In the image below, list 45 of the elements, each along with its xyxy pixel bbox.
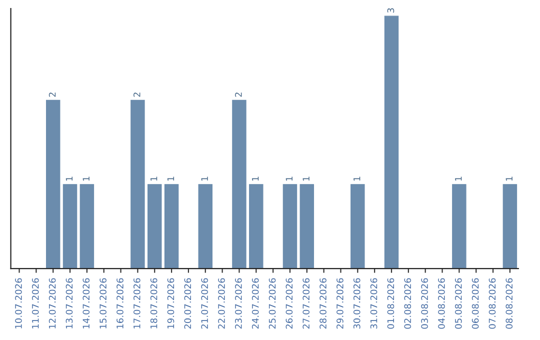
data-label: 1 <box>150 176 158 181</box>
data-label: 1 <box>354 176 360 181</box>
x-tick-label: 07.08.2026 <box>488 278 496 329</box>
x-tick-label: 05.08.2026 <box>454 278 462 329</box>
x-tick-label: 20.07.2026 <box>184 278 192 329</box>
x-tick-label: 02.08.2026 <box>404 278 412 329</box>
x-tick-label: 04.08.2026 <box>438 278 445 329</box>
data-label: 1 <box>167 176 174 181</box>
x-tick-label: 12.07.2026 <box>48 278 56 328</box>
x-tick-label: 23.07.2026 <box>235 278 242 329</box>
x-tick-label: 29.07.2026 <box>336 278 344 329</box>
data-label: 2 <box>48 92 56 97</box>
x-tick-label: 06.08.2026 <box>472 278 479 329</box>
data-label: 2 <box>235 92 242 97</box>
x-tick-label: 22.07.2026 <box>218 278 225 329</box>
x-tick-label: 03.08.2026 <box>421 278 428 329</box>
x-tick-label: 28.07.2026 <box>320 278 326 329</box>
x-tick-label: 14.07.2026 <box>82 278 90 328</box>
x-tick-label: 30.07.2026 <box>353 278 360 329</box>
data-label: 1 <box>82 176 90 181</box>
x-tick-label: 24.07.2026 <box>252 278 259 329</box>
data-label: 2 <box>133 92 140 97</box>
x-tick-label: 01.08.2026 <box>387 278 394 329</box>
x-tick-label: 19.07.2026 <box>167 278 174 328</box>
x-tick-label: 11.07.2026 <box>32 278 39 328</box>
data-label: 1 <box>506 176 512 181</box>
data-label: 1 <box>455 176 462 181</box>
x-tick-label: 16.07.2026 <box>116 278 124 328</box>
x-tick-label: 25.07.2026 <box>268 278 276 329</box>
x-tick-label: 17.07.2026 <box>133 278 140 328</box>
data-label: 1 <box>201 176 208 181</box>
data-label: 3 <box>387 8 394 13</box>
data-label: 1 <box>66 176 73 181</box>
data-label: 1 <box>302 176 310 181</box>
data-label: 1 <box>286 176 292 181</box>
x-tick-label: 13.07.2026 <box>66 278 73 328</box>
x-tick-label: 10.07.2026 <box>15 278 22 328</box>
x-tick-label: 21.07.2026 <box>201 278 208 329</box>
x-tick-label: 27.07.2026 <box>302 278 310 329</box>
x-tick-label: 18.07.2026 <box>150 278 158 328</box>
x-tick-label: 15.07.2026 <box>100 278 106 328</box>
x-tick-label: 31.07.2026 <box>370 278 378 329</box>
x-tick-label: 08.08.2026 <box>506 278 513 329</box>
x-tick-label: 26.07.2026 <box>286 278 293 329</box>
data-label: 1 <box>252 176 259 181</box>
